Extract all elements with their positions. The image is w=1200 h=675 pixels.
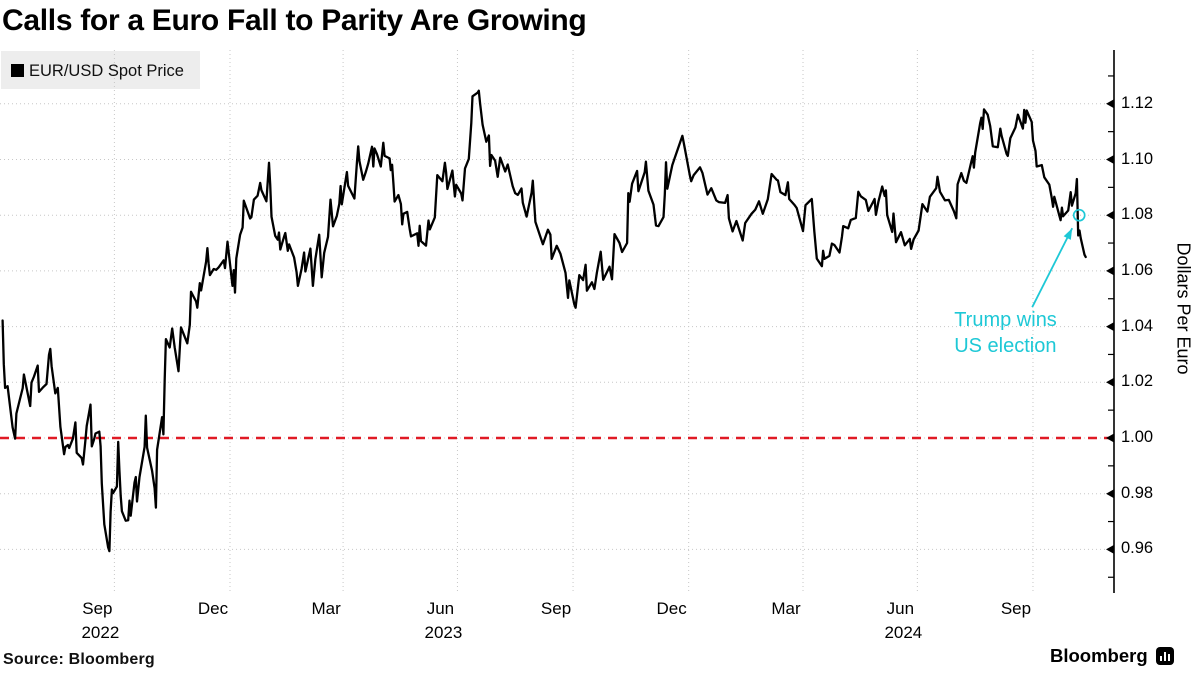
brand-name: Bloomberg <box>1050 645 1148 666</box>
y-axis-tick-label: 1.04 <box>1121 316 1154 335</box>
y-axis-tick-label: 0.96 <box>1121 539 1154 558</box>
x-axis-tick-label: Jun <box>886 599 915 618</box>
brand-logo: Bloomberg <box>1050 645 1174 667</box>
bloomberg-chart-icon <box>1155 647 1174 665</box>
x-axis-tick-label: Sep <box>82 599 113 618</box>
x-axis-tick-label: Mar <box>771 599 801 618</box>
y-axis-tick-label: 1.10 <box>1121 149 1154 168</box>
annotation-line-1: Trump wins <box>954 309 1057 332</box>
x-axis-tick-label: Dec <box>197 599 229 618</box>
x-axis-tick-label: Mar <box>311 599 341 618</box>
y-axis-tick-label: 1.02 <box>1121 372 1154 391</box>
y-axis-tick-label: 1.06 <box>1121 260 1154 279</box>
x-axis-tick-label: Jun <box>426 599 455 618</box>
y-axis-tick-label: 1.12 <box>1121 93 1154 112</box>
y-axis-title: Dollars Per Euro <box>1173 242 1194 375</box>
legend-label: EUR/USD Spot Price <box>29 62 184 80</box>
x-axis-tick-label: Sep <box>540 599 572 618</box>
x-axis-year-label: 2023 <box>424 623 463 642</box>
x-axis-tick-label: Sep <box>1000 599 1032 618</box>
page-title: Calls for a Euro Fall to Parity Are Grow… <box>2 4 587 37</box>
y-axis-tick-label: 1.00 <box>1121 428 1154 446</box>
x-axis-year-label: 2024 <box>884 623 923 642</box>
annotation-line-2: US election <box>954 335 1057 358</box>
x-axis-tick-label: Dec <box>656 599 687 618</box>
x-axis-year-label: 2022 <box>81 623 120 642</box>
y-axis-tick-label: 0.98 <box>1121 483 1154 502</box>
legend-marker <box>11 64 24 77</box>
annotation-text: Trump wins US election <box>954 307 1057 359</box>
y-axis-tick-label: 1.08 <box>1121 205 1154 224</box>
source-note: Source: Bloomberg <box>3 651 155 668</box>
